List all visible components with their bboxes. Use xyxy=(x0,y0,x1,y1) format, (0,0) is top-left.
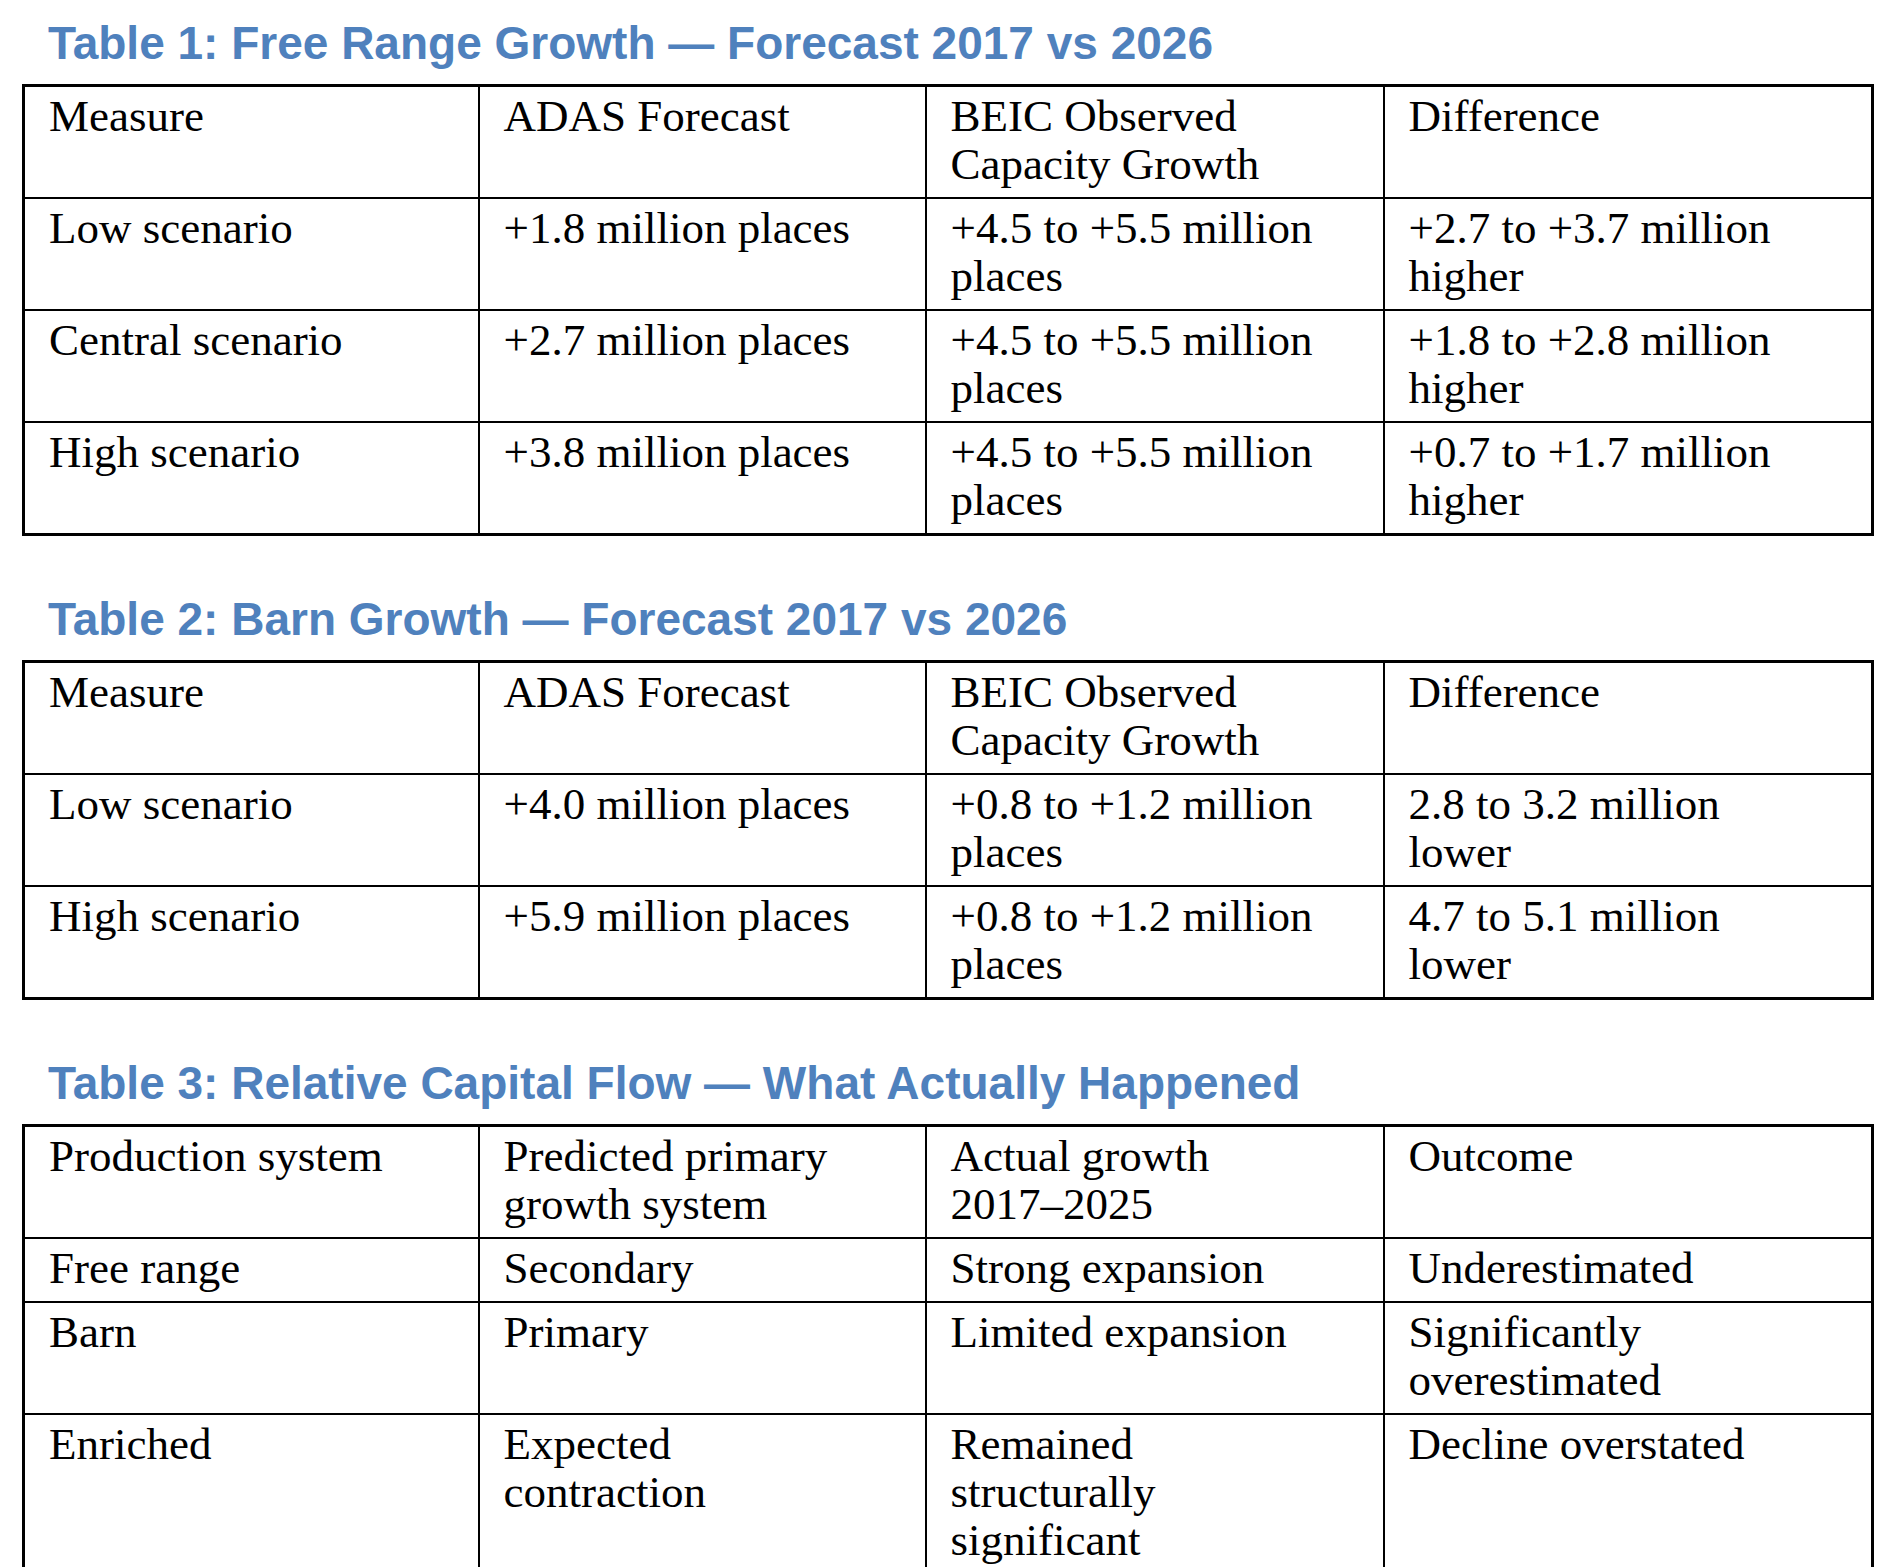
table-cell: +2.7 million places xyxy=(479,310,926,422)
table-cell: +4.5 to +5.5 million places xyxy=(926,422,1384,535)
table-cell: Barn xyxy=(24,1302,479,1414)
table-cell: Enriched xyxy=(24,1414,479,1567)
header-cell: ADAS Forecast xyxy=(479,86,926,199)
table-cell: Free range xyxy=(24,1238,479,1302)
table-row: Central scenario +2.7 million places +4.… xyxy=(24,310,1873,422)
table-row: Enriched Expected contraction Remained s… xyxy=(24,1414,1873,1567)
table-cell: Decline overstated xyxy=(1384,1414,1873,1567)
table-row: Measure ADAS Forecast BEIC Observed Capa… xyxy=(24,86,1873,199)
table-cell: +3.8 million places xyxy=(479,422,926,535)
table-3-relative-capital-flow: Production system Predicted primary grow… xyxy=(22,1124,1874,1567)
table-cell: 2.8 to 3.2 million lower xyxy=(1384,774,1873,886)
table-cell: +1.8 to +2.8 million higher xyxy=(1384,310,1873,422)
table-cell: Secondary xyxy=(479,1238,926,1302)
table-row: Measure ADAS Forecast BEIC Observed Capa… xyxy=(24,662,1873,775)
table-cell: +4.5 to +5.5 million places xyxy=(926,198,1384,310)
table-cell: +5.9 million places xyxy=(479,886,926,999)
header-cell: Measure xyxy=(24,86,479,199)
table-cell: +1.8 million places xyxy=(479,198,926,310)
header-cell: Production system xyxy=(24,1126,479,1239)
table-cell: +0.8 to +1.2 million places xyxy=(926,774,1384,886)
header-cell: BEIC Observed Capacity Growth xyxy=(926,662,1384,775)
table-cell: Significantly overestimated xyxy=(1384,1302,1873,1414)
header-cell: Measure xyxy=(24,662,479,775)
table-row: High scenario +3.8 million places +4.5 t… xyxy=(24,422,1873,535)
table-3-title: Table 3: Relative Capital Flow — What Ac… xyxy=(48,1056,1871,1110)
header-cell: Predicted primary growth system xyxy=(479,1126,926,1239)
header-cell: BEIC Observed Capacity Growth xyxy=(926,86,1384,199)
table-cell: Low scenario xyxy=(24,198,479,310)
table-cell: +2.7 to +3.7 million higher xyxy=(1384,198,1873,310)
header-cell: Difference xyxy=(1384,86,1873,199)
table-row: Low scenario +4.0 million places +0.8 to… xyxy=(24,774,1873,886)
table-row: High scenario +5.9 million places +0.8 t… xyxy=(24,886,1873,999)
table-row: Low scenario +1.8 million places +4.5 to… xyxy=(24,198,1873,310)
table-row: Barn Primary Limited expansion Significa… xyxy=(24,1302,1873,1414)
header-cell: Difference xyxy=(1384,662,1873,775)
table-cell: Limited expansion xyxy=(926,1302,1384,1414)
table-1-free-range-growth: Measure ADAS Forecast BEIC Observed Capa… xyxy=(22,84,1874,536)
table-cell: Low scenario xyxy=(24,774,479,886)
table-cell: +4.5 to +5.5 million places xyxy=(926,310,1384,422)
table-2-barn-growth: Measure ADAS Forecast BEIC Observed Capa… xyxy=(22,660,1874,1000)
table-cell: +4.0 million places xyxy=(479,774,926,886)
table-cell: 4.7 to 5.1 million lower xyxy=(1384,886,1873,999)
table-cell: High scenario xyxy=(24,886,479,999)
header-cell: ADAS Forecast xyxy=(479,662,926,775)
table-cell: +0.7 to +1.7 million higher xyxy=(1384,422,1873,535)
table-cell: Primary xyxy=(479,1302,926,1414)
table-cell: +0.8 to +1.2 million places xyxy=(926,886,1384,999)
table-cell: Strong expansion xyxy=(926,1238,1384,1302)
table-cell: Underestimated xyxy=(1384,1238,1873,1302)
table-cell: Central scenario xyxy=(24,310,479,422)
table-row: Free range Secondary Strong expansion Un… xyxy=(24,1238,1873,1302)
header-cell: Outcome xyxy=(1384,1126,1873,1239)
header-cell: Actual growth 2017–2025 xyxy=(926,1126,1384,1239)
table-cell: High scenario xyxy=(24,422,479,535)
table-row: Production system Predicted primary grow… xyxy=(24,1126,1873,1239)
table-2-title: Table 2: Barn Growth — Forecast 2017 vs … xyxy=(48,592,1871,646)
table-cell: Remained structurally significant xyxy=(926,1414,1384,1567)
table-1-title: Table 1: Free Range Growth — Forecast 20… xyxy=(48,16,1871,70)
table-cell: Expected contraction xyxy=(479,1414,926,1567)
